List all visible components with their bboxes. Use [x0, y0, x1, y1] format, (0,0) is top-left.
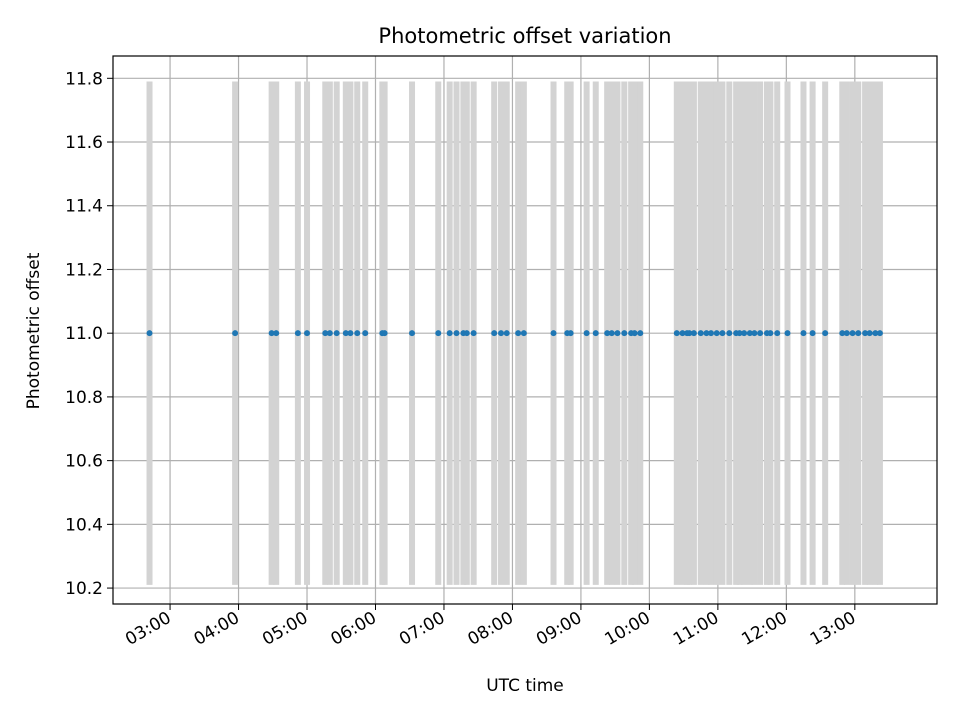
x-tick-label: 06:00: [328, 608, 380, 650]
data-point: [679, 330, 686, 337]
x-tick-label: 12:00: [738, 608, 790, 650]
data-point: [767, 330, 774, 337]
data-point: [703, 330, 710, 337]
data-point: [347, 330, 354, 337]
data-point: [232, 330, 239, 337]
data-point: [862, 330, 869, 337]
data-point: [498, 330, 505, 337]
data-point: [322, 330, 329, 337]
data-point: [268, 330, 275, 337]
data-point: [146, 330, 153, 337]
data-point: [567, 330, 574, 337]
data-point: [515, 330, 522, 337]
data-point: [746, 330, 753, 337]
data-point: [736, 330, 743, 337]
chart-title: Photometric offset variation: [378, 24, 671, 48]
data-point: [849, 330, 856, 337]
data-point: [520, 330, 527, 337]
x-tick-label: 08:00: [465, 608, 517, 650]
data-point: [362, 330, 369, 337]
y-tick-label: 11.6: [65, 133, 103, 153]
data-point: [470, 330, 477, 337]
data-point: [409, 330, 416, 337]
data-point: [708, 330, 715, 337]
data-point: [726, 330, 733, 337]
x-tick-label: 03:00: [122, 608, 174, 650]
data-point: [751, 330, 758, 337]
data-point: [463, 330, 470, 337]
data-point: [866, 330, 873, 337]
y-tick-label: 10.2: [65, 579, 103, 599]
data-point: [294, 330, 301, 337]
data-point: [621, 330, 628, 337]
data-point: [876, 330, 883, 337]
data-point: [690, 330, 697, 337]
x-axis-label: UTC time: [486, 676, 564, 696]
data-point: [872, 330, 879, 337]
y-tick-label: 11.0: [65, 324, 103, 344]
y-tick-label: 10.6: [65, 452, 103, 472]
data-point: [631, 330, 638, 337]
data-point: [453, 330, 460, 337]
data-point: [757, 330, 764, 337]
x-tick-label: 11:00: [670, 608, 722, 650]
data-point: [435, 330, 442, 337]
data-point: [637, 330, 644, 337]
data-point: [592, 330, 599, 337]
x-tick-label: 04:00: [191, 608, 243, 650]
data-point: [550, 330, 557, 337]
data-point: [719, 330, 726, 337]
x-tick-label: 10:00: [601, 608, 653, 650]
data-point: [673, 330, 680, 337]
y-tick-label: 11.8: [65, 69, 103, 89]
y-tick-label: 11.4: [65, 197, 103, 217]
y-axis-label: Photometric offset: [24, 252, 44, 409]
data-point: [784, 330, 791, 337]
data-point: [839, 330, 846, 337]
data-point: [843, 330, 850, 337]
data-point: [774, 330, 781, 337]
data-point: [326, 330, 333, 337]
x-tick-label: 05:00: [259, 608, 311, 650]
data-point: [446, 330, 453, 337]
x-tick-label: 07:00: [396, 608, 448, 650]
y-tick-label: 10.8: [65, 388, 103, 408]
data-points: [146, 330, 883, 337]
data-point: [342, 330, 349, 337]
data-point: [333, 330, 340, 337]
data-point: [304, 330, 311, 337]
data-point: [583, 330, 590, 337]
data-point: [686, 330, 693, 337]
x-tick-label: 13:00: [807, 608, 859, 650]
data-point: [822, 330, 829, 337]
data-point: [273, 330, 280, 337]
data-point: [354, 330, 361, 337]
y-tick-label: 11.2: [65, 260, 103, 280]
x-tick-label: 09:00: [533, 608, 585, 650]
data-point: [381, 330, 388, 337]
data-point: [503, 330, 510, 337]
data-point: [697, 330, 704, 337]
plot-frame: [112, 55, 938, 605]
data-point: [608, 330, 615, 337]
data-point: [713, 330, 720, 337]
data-point: [614, 330, 621, 337]
data-point: [741, 330, 748, 337]
data-point: [800, 330, 807, 337]
y-tick-label: 10.4: [65, 515, 103, 535]
data-point: [604, 330, 611, 337]
data-point: [491, 330, 498, 337]
data-point: [855, 330, 862, 337]
data-point: [809, 330, 816, 337]
